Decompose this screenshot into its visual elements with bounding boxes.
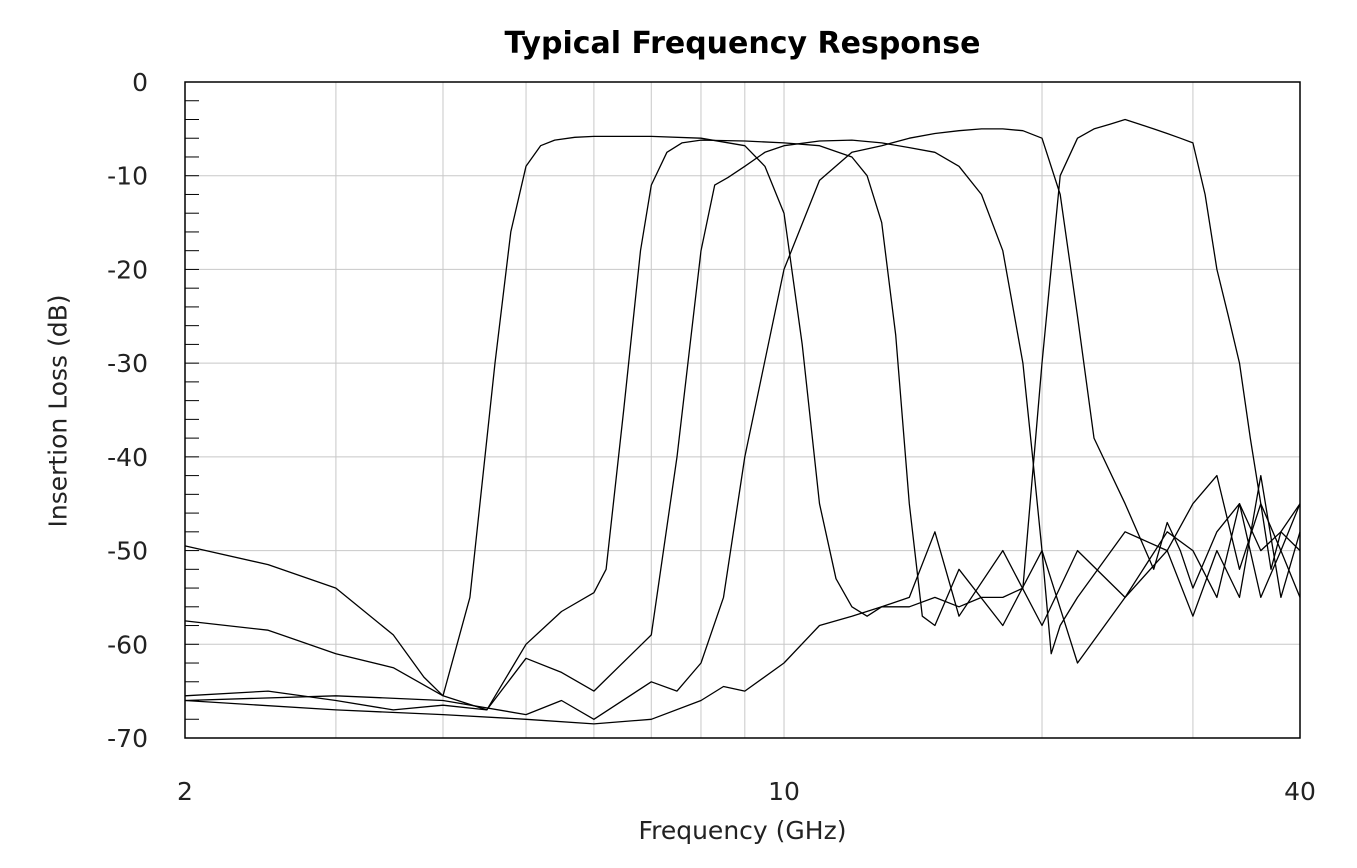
series-line-4 bbox=[184, 128, 1301, 720]
plot-frame bbox=[184, 81, 1301, 739]
y-tick-label: 0 bbox=[132, 68, 148, 97]
series-line-3 bbox=[184, 139, 1301, 711]
x-axis-title: Frequency (GHz) bbox=[638, 816, 847, 845]
y-tick-label: -70 bbox=[107, 724, 148, 753]
y-tick-label: -20 bbox=[107, 255, 148, 284]
tick-labels: 0 -10 -20 -30 -40 -50 -60 -70 2 10 40 bbox=[107, 68, 1316, 806]
x-tick-label: 10 bbox=[768, 777, 800, 806]
x-tick-label: 40 bbox=[1284, 777, 1316, 806]
grid bbox=[184, 81, 1301, 739]
series-line-1 bbox=[184, 135, 1301, 697]
series-group bbox=[184, 118, 1301, 725]
x-tick-label: 2 bbox=[177, 777, 193, 806]
series-line-5 bbox=[184, 118, 1301, 725]
y-tick-label: -30 bbox=[107, 349, 148, 378]
y-tick-label: -10 bbox=[107, 162, 148, 191]
series-line-2 bbox=[184, 139, 1301, 711]
y-tick-label: -50 bbox=[107, 537, 148, 566]
minor-ticks bbox=[185, 81, 199, 739]
y-tick-label: -60 bbox=[107, 630, 148, 659]
chart-title: Typical Frequency Response bbox=[504, 26, 981, 61]
y-tick-label: -40 bbox=[107, 443, 148, 472]
